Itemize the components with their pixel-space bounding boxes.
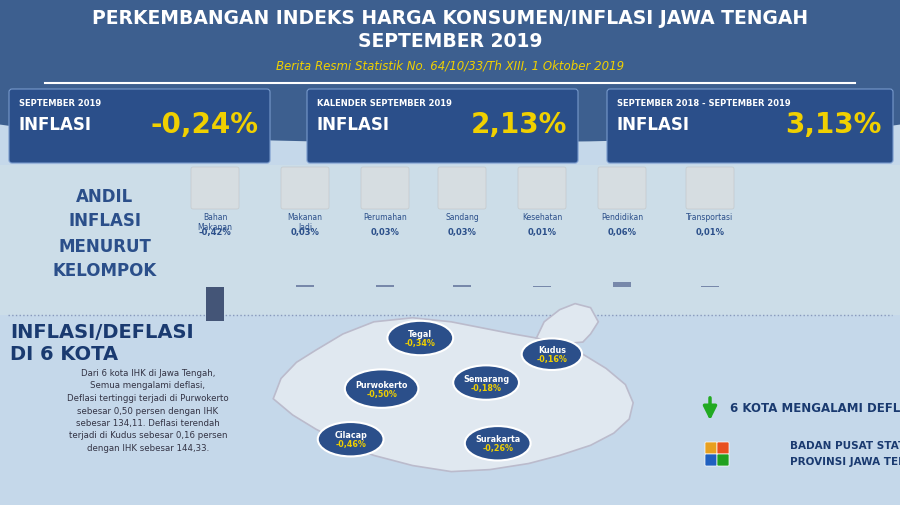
Text: 0,03%: 0,03% [447, 228, 476, 236]
Text: Sandang: Sandang [446, 213, 479, 222]
Text: -0,42%: -0,42% [199, 228, 231, 236]
FancyBboxPatch shape [438, 168, 486, 210]
Text: Semarang: Semarang [463, 374, 509, 383]
Text: -0,16%: -0,16% [536, 355, 567, 364]
Text: Kudus: Kudus [538, 345, 566, 355]
Text: INFLASI/DEFLASI: INFLASI/DEFLASI [10, 322, 194, 341]
Polygon shape [274, 318, 634, 472]
Ellipse shape [0, 88, 900, 143]
Text: Pendidikan: Pendidikan [601, 213, 644, 222]
FancyBboxPatch shape [717, 442, 729, 454]
Circle shape [522, 339, 582, 370]
Text: -0,50%: -0,50% [366, 389, 397, 398]
FancyBboxPatch shape [307, 90, 578, 164]
Text: SEPTEMBER 2019: SEPTEMBER 2019 [358, 31, 542, 50]
Text: INFLASI: INFLASI [617, 116, 690, 134]
Circle shape [454, 366, 519, 400]
Text: -0,24%: -0,24% [151, 111, 259, 139]
Bar [0, 0, 900, 116]
FancyBboxPatch shape [281, 168, 329, 210]
Text: SEPTEMBER 2019: SEPTEMBER 2019 [19, 98, 101, 107]
Text: Tegal: Tegal [409, 329, 432, 338]
Text: Kesehatan: Kesehatan [522, 213, 562, 222]
Text: 3,13%: 3,13% [786, 111, 882, 139]
Text: Makanan
Jadi: Makanan Jadi [287, 213, 322, 232]
FancyBboxPatch shape [717, 454, 729, 466]
Text: Purwokerto: Purwokerto [356, 380, 408, 389]
FancyBboxPatch shape [705, 454, 717, 466]
Text: PROVINSI JAWA TENGAH: PROVINSI JAWA TENGAH [790, 456, 900, 466]
FancyBboxPatch shape [686, 168, 734, 210]
Bar [376, 285, 394, 287]
Text: DI 6 KOTA: DI 6 KOTA [10, 344, 118, 363]
Text: Surakarta: Surakarta [475, 434, 520, 443]
Text: 6 KOTA MENGALAMI DEFLASI: 6 KOTA MENGALAMI DEFLASI [730, 401, 900, 415]
Bar [296, 285, 314, 287]
Bar [0, 166, 900, 316]
FancyBboxPatch shape [9, 90, 270, 164]
Circle shape [345, 370, 418, 408]
FancyBboxPatch shape [598, 168, 646, 210]
Bar [0, 106, 900, 505]
Polygon shape [536, 304, 598, 344]
FancyBboxPatch shape [607, 90, 893, 164]
Bar [206, 287, 224, 321]
Circle shape [464, 426, 531, 461]
Text: 2,13%: 2,13% [471, 111, 567, 139]
FancyBboxPatch shape [518, 168, 566, 210]
Text: -0,26%: -0,26% [482, 443, 513, 452]
Text: 0,03%: 0,03% [291, 228, 319, 236]
Text: Transportasi: Transportasi [687, 213, 734, 222]
Text: 0,03%: 0,03% [371, 228, 400, 236]
Text: -0,18%: -0,18% [471, 383, 501, 392]
Text: Bahan
Makanan: Bahan Makanan [197, 213, 232, 232]
Bar [453, 285, 471, 287]
FancyBboxPatch shape [361, 168, 409, 210]
Text: Perumahan: Perumahan [363, 213, 407, 222]
Text: 0,06%: 0,06% [608, 228, 636, 236]
Text: -0,46%: -0,46% [335, 439, 366, 448]
Text: 0,01%: 0,01% [527, 228, 556, 236]
Text: Dari 6 kota IHK di Jawa Tengah,
Semua mengalami deflasi,
Deflasi tertinggi terja: Dari 6 kota IHK di Jawa Tengah, Semua me… [68, 368, 229, 452]
Bar [613, 283, 631, 287]
Text: ANDIL
INFLASI
MENURUT
KELOMPOK: ANDIL INFLASI MENURUT KELOMPOK [53, 187, 158, 280]
Text: Cilacap: Cilacap [334, 430, 367, 439]
Text: Berita Resmi Statistik No. 64/10/33/Th XIII, 1 Oktober 2019: Berita Resmi Statistik No. 64/10/33/Th X… [276, 60, 624, 72]
Text: INFLASI: INFLASI [19, 116, 92, 134]
Text: 0,01%: 0,01% [696, 228, 725, 236]
Text: SEPTEMBER 2018 - SEPTEMBER 2019: SEPTEMBER 2018 - SEPTEMBER 2019 [617, 98, 790, 107]
Text: PERKEMBANGAN INDEKS HARGA KONSUMEN/INFLASI JAWA TENGAH: PERKEMBANGAN INDEKS HARGA KONSUMEN/INFLA… [92, 9, 808, 27]
Circle shape [387, 321, 454, 356]
FancyBboxPatch shape [191, 168, 239, 210]
FancyBboxPatch shape [705, 442, 717, 454]
Circle shape [318, 422, 383, 457]
Text: KALENDER SEPTEMBER 2019: KALENDER SEPTEMBER 2019 [317, 98, 452, 107]
Text: BADAN PUSAT STATISTIK: BADAN PUSAT STATISTIK [790, 440, 900, 450]
Text: -0,34%: -0,34% [405, 338, 436, 347]
Text: INFLASI: INFLASI [317, 116, 390, 134]
